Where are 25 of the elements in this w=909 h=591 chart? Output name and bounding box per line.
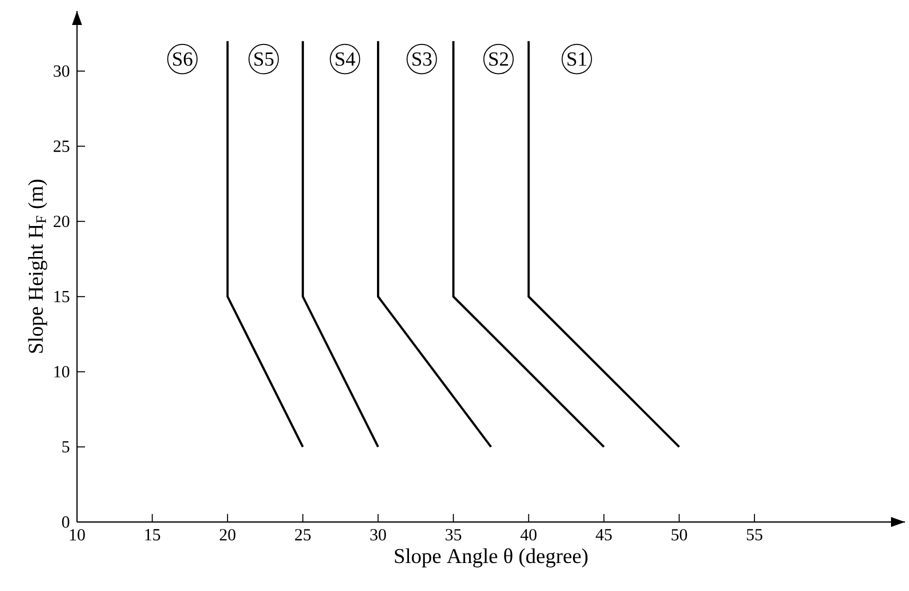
x-tick-label: 15	[145, 529, 160, 540]
x-tick-label: 45	[596, 529, 612, 540]
x-tick-label: 35	[446, 529, 462, 540]
y-axis-title: Slope Height H$_{F}$ (m)	[28, 180, 48, 353]
annotation: S3	[412, 52, 432, 66]
y-tick-label: 10	[54, 366, 70, 378]
x-tick-label: 20	[220, 529, 236, 541]
y-tick-label: 5	[62, 441, 70, 452]
y-tick-label: 0	[62, 516, 70, 528]
y-tick-label: 25	[54, 140, 70, 152]
y-tick-label: 30	[54, 65, 70, 77]
x-tick-label: 30	[370, 529, 386, 541]
annotation: S5	[254, 52, 274, 66]
x-tick-label: 10	[70, 529, 85, 541]
annotation: S6	[173, 52, 192, 66]
x-tick-label: 40	[520, 529, 536, 541]
annotation: S2	[489, 52, 508, 66]
x-axis-title: Slope Angle θ (degree)	[394, 548, 588, 568]
y-tick-label: 15	[54, 290, 70, 302]
annotation: S1	[568, 52, 586, 66]
y-tick-label: 20	[54, 216, 70, 228]
annotation: S4	[336, 52, 356, 66]
x-tick-label: 50	[672, 529, 688, 541]
x-tick-label: 25	[295, 529, 311, 540]
x-tick-label: 55	[746, 529, 762, 540]
